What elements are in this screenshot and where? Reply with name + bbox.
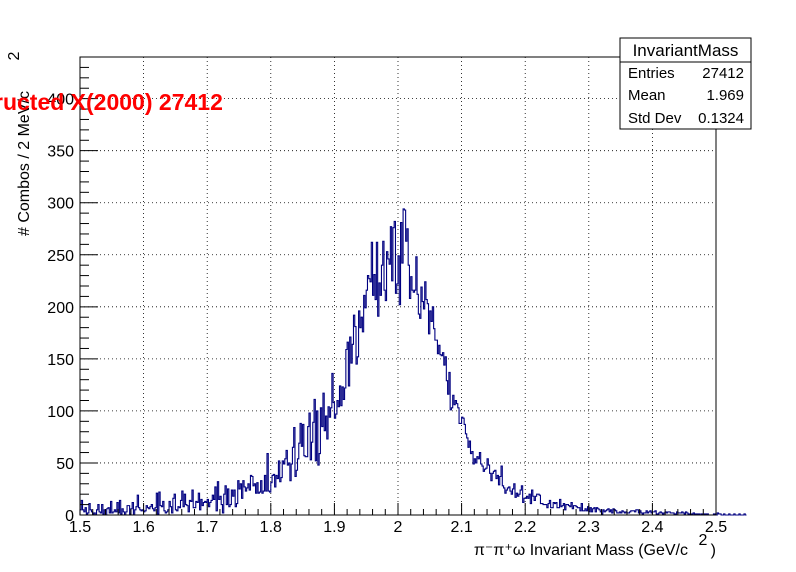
x-axis-ticks: 1.5 1.6 1.7 1.8 1.9 2 2.1 2.2 2.3 2.4 2.5 xyxy=(69,503,727,536)
stats-mean-label: Mean xyxy=(628,87,666,104)
y-tick-label: 50 xyxy=(56,456,74,473)
x-axis-title-close: ) xyxy=(711,542,716,559)
x-tick-label: 1.6 xyxy=(132,519,154,536)
grid xyxy=(80,57,716,515)
x-tick-label: 2 xyxy=(394,519,403,536)
y-tick-label: 0 xyxy=(65,508,74,525)
y-tick-label: 400 xyxy=(47,92,74,109)
x-tick-label: 1.5 xyxy=(69,519,91,536)
x-axis-title-superscript: 2 xyxy=(699,532,708,549)
stats-mean-value: 1.969 xyxy=(706,87,744,104)
histogram-line xyxy=(79,208,747,516)
x-tick-label: 2.5 xyxy=(705,519,727,536)
x-axis-title: π⁻π⁺ω Invariant Mass (GeV/c xyxy=(474,542,688,559)
stats-box-title: InvariantMass xyxy=(633,41,739,60)
x-tick-label: 2.4 xyxy=(641,519,663,536)
stats-stddev-label: Std Dev xyxy=(628,110,682,127)
y-tick-label: 300 xyxy=(47,196,74,213)
y-axis-title-superscript: 2 xyxy=(6,51,23,60)
y-tick-label: 200 xyxy=(47,300,74,317)
y-tick-label: 100 xyxy=(47,404,74,421)
y-tick-label: 150 xyxy=(47,352,74,369)
y-axis-ticks: 0 50 100 150 200 250 300 350 400 xyxy=(47,56,98,525)
y-tick-label: 250 xyxy=(47,248,74,265)
stats-stddev-value: 0.1324 xyxy=(698,110,744,127)
stats-entries-label: Entries xyxy=(628,65,675,82)
stats-entries-value: 27412 xyxy=(702,65,744,82)
y-axis-title-group: # Combos / 2 MeV/c 2 xyxy=(6,51,33,236)
stats-box: InvariantMass Entries 27412 Mean 1.969 S… xyxy=(619,37,752,130)
x-tick-label: 2.3 xyxy=(578,519,600,536)
x-tick-label: 1.7 xyxy=(196,519,218,536)
y-tick-label: 350 xyxy=(47,144,74,161)
chart-title: ructed X(2000) 27412 xyxy=(0,89,223,115)
x-tick-label: 2.2 xyxy=(514,519,536,536)
y-axis-title: # Combos / 2 MeV/c xyxy=(16,91,33,236)
x-tick-label: 2.1 xyxy=(450,519,472,536)
stats-box-frame xyxy=(619,37,752,130)
x-tick-label: 1.9 xyxy=(323,519,345,536)
x-tick-label: 1.8 xyxy=(260,519,282,536)
